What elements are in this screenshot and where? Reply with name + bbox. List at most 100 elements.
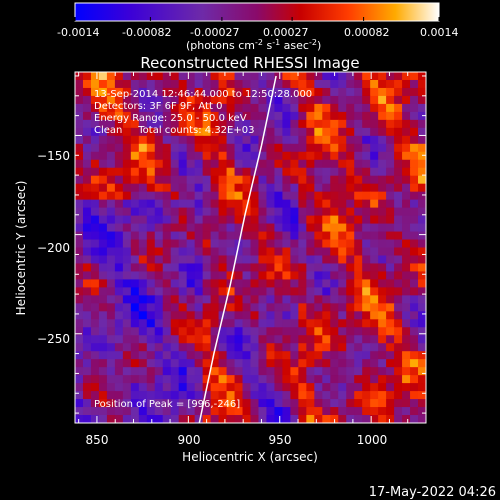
heatmap-cell — [138, 287, 148, 296]
heatmap-cell — [386, 223, 395, 233]
heatmap-cell — [154, 319, 164, 328]
y-tick-label-150: −150 — [37, 149, 70, 163]
heatmap-cell — [90, 255, 100, 265]
heatmap-cell — [322, 375, 331, 384]
heatmap-cell — [98, 335, 108, 344]
heatmap-cell — [178, 119, 188, 129]
heatmap-cell — [154, 287, 164, 296]
heatmap-cell — [250, 231, 260, 241]
heatmap-cell — [250, 95, 260, 105]
heatmap-cell — [394, 183, 403, 193]
heatmap-cell — [314, 359, 323, 368]
heatmap-cell — [194, 335, 204, 344]
heatmap-cell — [354, 359, 363, 368]
heatmap-cell — [186, 343, 196, 352]
heatmap-cell — [82, 311, 92, 320]
heatmap-cell — [154, 143, 164, 153]
heatmap-cell — [178, 95, 188, 105]
heatmap-cell — [98, 415, 108, 423]
heatmap-cell — [410, 111, 419, 121]
heatmap-cell — [122, 415, 132, 423]
heatmap-cell — [378, 359, 387, 368]
heatmap-cell — [234, 143, 244, 153]
heatmap-cell — [378, 407, 387, 416]
heatmap-cell — [298, 103, 307, 113]
heatmap-cell — [202, 367, 212, 376]
heatmap-cell — [114, 327, 124, 336]
heatmap-cell — [410, 343, 419, 352]
heatmap-cell — [122, 87, 132, 97]
heatmap-cell — [114, 311, 124, 320]
heatmap-cell — [178, 135, 188, 145]
heatmap-cell — [154, 399, 164, 408]
heatmap-cell — [354, 207, 363, 217]
heatmap-cell — [330, 375, 339, 384]
heatmap-cell — [250, 279, 260, 288]
heatmap-cell — [75, 319, 84, 328]
heatmap-cell — [154, 111, 164, 121]
heatmap-cell — [186, 191, 196, 201]
heatmap-cell — [210, 103, 220, 113]
unit-exp1: -2 — [255, 38, 263, 47]
heatmap-cell — [210, 263, 220, 273]
heatmap-cell — [330, 271, 339, 281]
heatmap-cell — [418, 263, 426, 273]
heatmap-cell — [306, 223, 315, 233]
heatmap-cell — [306, 72, 315, 81]
heatmap-cell — [418, 79, 426, 89]
heatmap-cell — [98, 215, 108, 225]
heatmap-cell — [250, 351, 260, 360]
heatmap-cell — [82, 303, 92, 312]
colorbar-tick-label-4: 0.00082 — [344, 26, 390, 39]
heatmap-cell — [90, 279, 100, 288]
heatmap-cell — [410, 407, 419, 416]
heatmap-cell — [258, 231, 268, 241]
heatmap-cell — [202, 263, 212, 273]
heatmap-cell — [146, 407, 156, 416]
heatmap-cell — [194, 111, 204, 121]
heatmap-cell — [338, 159, 347, 169]
heatmap-cell — [234, 375, 244, 384]
heatmap-cell — [186, 143, 196, 153]
heatmap-cell — [234, 327, 244, 336]
heatmap-cell — [410, 175, 419, 185]
heatmap-cell — [186, 111, 196, 121]
heatmap-cell — [306, 383, 315, 392]
heatmap-cell — [354, 183, 363, 193]
heatmap-cell — [410, 279, 419, 288]
heatmap-cell — [362, 183, 371, 193]
heatmap-cell — [90, 351, 100, 360]
heatmap-cell — [266, 255, 276, 265]
heatmap-cell — [266, 119, 276, 129]
heatmap-cell — [234, 367, 244, 376]
heatmap-cell — [122, 271, 132, 281]
heatmap-cell — [386, 399, 395, 408]
heatmap-cell — [75, 119, 84, 129]
heatmap-cell — [210, 79, 220, 89]
heatmap-cell — [170, 183, 180, 193]
heatmap-cell — [370, 295, 379, 304]
heatmap-cell — [250, 159, 260, 169]
heatmap-cell — [258, 271, 268, 281]
heatmap-cell — [186, 127, 196, 137]
heatmap-cell — [282, 279, 291, 288]
heatmap-cell — [314, 279, 323, 288]
heatmap-cell — [282, 199, 291, 209]
plot-frame — [74, 71, 427, 424]
heatmap-cell — [218, 383, 228, 392]
heatmap-cell — [290, 327, 299, 336]
heatmap-cell — [402, 279, 411, 288]
heatmap-cell — [114, 399, 124, 408]
heatmap-cell — [226, 271, 236, 281]
heatmap-cell — [210, 327, 220, 336]
heatmap-cell — [322, 231, 331, 241]
heatmap-cell — [306, 215, 315, 225]
heatmap-cell — [194, 215, 204, 225]
heatmap-cell — [274, 295, 284, 304]
heatmap-cell — [242, 319, 252, 328]
heatmap-cell — [394, 87, 403, 97]
heatmap-cell — [122, 287, 132, 296]
heatmap-cell — [98, 375, 108, 384]
heatmap-cell — [346, 311, 355, 320]
heatmap-cell — [138, 103, 148, 113]
